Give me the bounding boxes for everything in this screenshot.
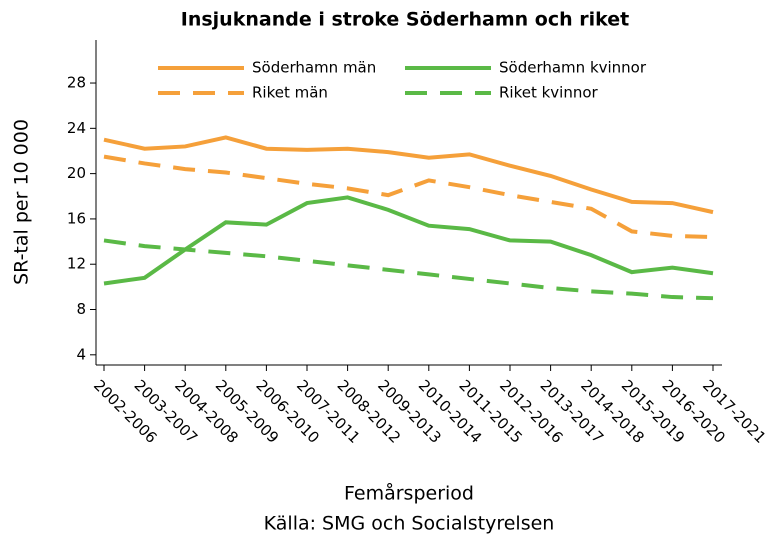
y-tick-label: 28 bbox=[67, 74, 86, 92]
y-tick-label: 12 bbox=[67, 255, 86, 273]
legend-label: Riket kvinnor bbox=[499, 84, 599, 102]
y-tick-label: 20 bbox=[67, 164, 86, 182]
x-axis-label: Femårsperiod bbox=[344, 482, 474, 505]
y-tick-label: 8 bbox=[76, 300, 86, 318]
y-tick-label: 16 bbox=[67, 209, 86, 227]
y-tick-label: 24 bbox=[67, 119, 86, 137]
line-series bbox=[103, 135, 714, 215]
legend-label: Söderhamn män bbox=[252, 59, 376, 77]
source: Källa: SMG och Socialstyrelsen bbox=[264, 513, 555, 535]
y-axis-label: SR-tal per 10 000 bbox=[11, 119, 33, 285]
line-series bbox=[103, 195, 714, 286]
legend-label: Riket män bbox=[252, 84, 328, 102]
chart-title: Insjuknande i stroke Söderhamn och riket bbox=[181, 9, 629, 31]
legend-label: Söderhamn kvinnor bbox=[499, 59, 647, 77]
y-tick-label: 4 bbox=[76, 345, 86, 363]
line-series bbox=[103, 238, 714, 301]
